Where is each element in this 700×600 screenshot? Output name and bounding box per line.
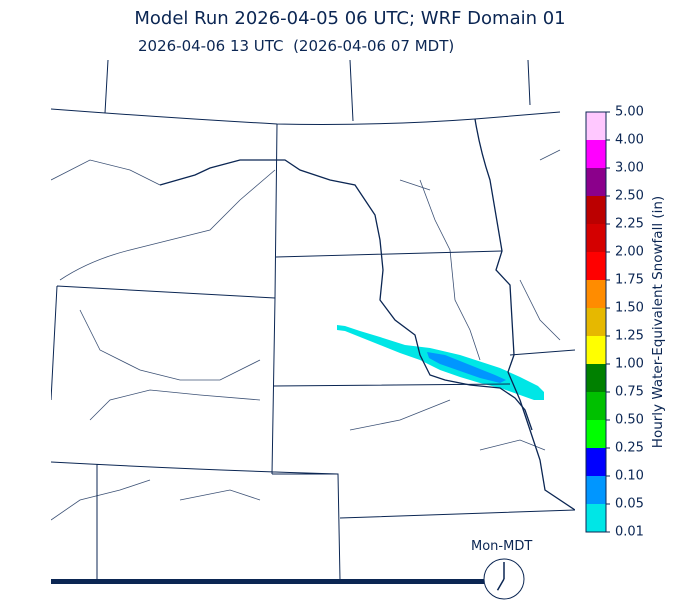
colorbar-segment: [586, 504, 606, 532]
colorbar-tick-label: 4.00: [615, 132, 644, 148]
colorbar-tick-label: 2.25: [615, 216, 644, 232]
clock-icon: [483, 558, 525, 600]
colorbar-segment: [586, 168, 606, 196]
map-subtitle: 2026-04-06 13 UTC (2026-04-06 07 MDT): [138, 37, 455, 55]
colorbar-label: Hourly Water-Equivalent Snowfall (in): [650, 195, 666, 449]
colorbar-segment: [586, 392, 606, 420]
colorbar: [585, 111, 610, 533]
colorbar-tick-label: 0.05: [615, 496, 644, 512]
colorbar-tick-label: 0.50: [615, 412, 644, 428]
colorbar-tick-label: 2.00: [615, 244, 644, 260]
colorbar-tick-label: 2.50: [615, 188, 644, 204]
colorbar-tick-label: 0.10: [615, 468, 644, 484]
missouri-river: [159, 159, 533, 431]
state-borders: [51, 60, 575, 581]
colorbar-tick-label: 0.25: [615, 440, 644, 456]
clock-label: Mon-MDT: [471, 539, 533, 554]
rivers: [51, 149, 561, 521]
colorbar-segment: [586, 280, 606, 308]
red-river: [474, 118, 575, 511]
colorbar-tick-label: 0.01: [615, 524, 644, 540]
colorbar-tick-label: 1.50: [615, 300, 644, 316]
colorbar-segment: [586, 224, 606, 252]
colorbar-segment: [586, 308, 606, 336]
colorbar-frame: [585, 111, 607, 533]
colorbar-segment: [586, 364, 606, 392]
intl-border: [51, 108, 561, 125]
colorbar-segment: [586, 476, 606, 504]
colorbar-segment: [586, 252, 606, 280]
colorbar-segment: [586, 448, 606, 476]
time-progress-bar: [51, 579, 484, 584]
colorbar-segment: [586, 196, 606, 224]
colorbar-tick-label: 0.75: [615, 384, 644, 400]
colorbar-tick-label: 3.00: [615, 160, 644, 176]
colorbar-tick-label: 1.00: [615, 356, 644, 372]
colorbar-tick-label: 1.75: [615, 272, 644, 288]
colorbar-segment: [586, 112, 606, 140]
colorbar-segment: [586, 140, 606, 168]
colorbar-tick-label: 1.25: [615, 328, 644, 344]
snowfall-moderate: [427, 352, 506, 383]
map-title: Model Run 2026-04-05 06 UTC; WRF Domain …: [134, 8, 566, 29]
colorbar-segment: [586, 420, 606, 448]
colorbar-segment: [586, 336, 606, 364]
colorbar-tick-label: 5.00: [615, 104, 644, 120]
